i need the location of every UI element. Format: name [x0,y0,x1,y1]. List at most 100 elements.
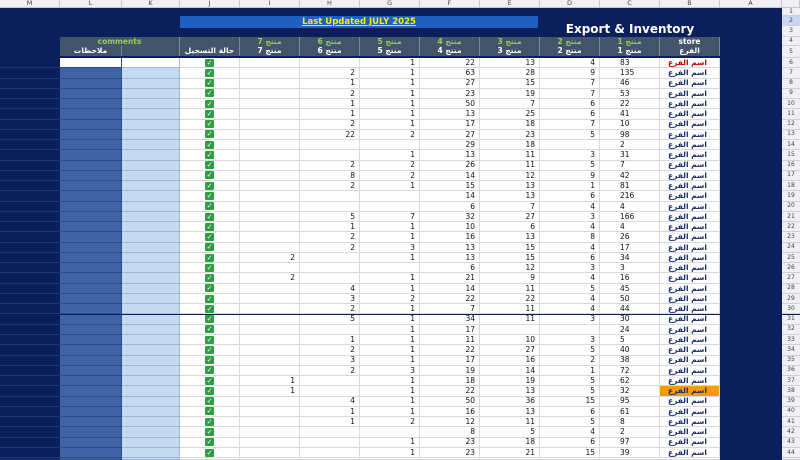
row-number: 29 [782,293,800,305]
cell-value [300,376,360,387]
cell-value: 26 [420,160,480,171]
cell-k [122,78,180,89]
cell-notes [60,68,122,79]
check-icon: ✓ [205,89,214,98]
header-product: منتج 4 [420,46,480,56]
status-check: ✓ [180,263,240,274]
row-number: 3 [782,26,800,37]
cell-store: اسم الفرع [660,88,720,100]
cell-value [300,58,360,69]
cell-value: 23 [480,129,540,141]
cell-k [122,283,180,294]
check-icon: ✓ [205,427,214,436]
cell-value [240,58,300,69]
cell-value: 6 [480,222,540,233]
cell-m [0,88,60,100]
cell-value [240,191,300,202]
check-icon: ✓ [205,438,214,447]
cell-value: 4 [300,283,360,294]
cell-store: اسم الفرع [660,263,720,274]
cell-value: 9 [540,68,600,79]
cell-value [300,191,360,202]
cell-k [122,406,180,418]
row-number: 7 [782,68,800,79]
cell-m [0,273,60,284]
cell-store: اسم الفرع [660,58,720,69]
column-letter: A [720,0,782,8]
cell-notes [60,232,122,243]
cell-value: 17 [420,324,480,335]
cell-value: 14 [480,365,540,377]
cell-value: 8 [600,417,660,428]
cell-value [300,252,360,264]
cell-value [240,201,300,212]
cell-store: اسم الفرع [660,365,720,377]
header-product: منتج 1 [600,37,660,46]
cell-value [240,263,300,274]
check-icon: ✓ [205,171,214,180]
header-product: منتج 5 [360,46,420,56]
status-check: ✓ [180,417,240,428]
cell-value: 5 [540,386,600,397]
cell-value: 5 [300,211,360,223]
column-letter: J [180,0,240,8]
cell-notes [60,129,122,141]
cell-value: 3 [540,263,600,274]
cell-value [480,324,540,335]
cell-k [122,263,180,274]
check-icon: ✓ [205,161,214,170]
cell-notes [60,170,122,182]
cell-value [240,222,300,233]
header-product: منتج 3 [480,37,540,46]
cell-m [0,283,60,294]
cell-value: 72 [600,365,660,377]
cell-k [122,191,180,202]
row-number: 20 [782,201,800,212]
cell-notes [60,273,122,284]
cell-k [122,365,180,377]
cell-store: اسم الفرع [660,293,720,305]
cell-value: 18 [420,376,480,387]
cell-store: اسم الفرع [660,222,720,233]
cell-notes [60,78,122,89]
cell-notes [60,211,122,223]
cell-notes [60,283,122,294]
cell-m [0,304,60,315]
cell-store: اسم الفرع [660,447,720,459]
cell-value: 7 [540,88,600,100]
cell-notes [60,160,122,171]
cell-value: 2 [300,365,360,377]
column-letter: E [480,0,540,8]
cell-notes [60,396,122,407]
cell-value: 8 [300,170,360,182]
cell-value: 17 [420,119,480,130]
cell-k [122,140,180,151]
status-check: ✓ [180,355,240,366]
cell-value: 18 [480,119,540,130]
cell-value [360,427,420,438]
cell-value: 1 [360,406,420,418]
cell-value: 1 [360,181,420,192]
row-number: 19 [782,191,800,202]
check-icon: ✓ [205,407,214,416]
cell-value: 10 [480,335,540,346]
cell-value: 1 [360,324,420,335]
cell-value: 25 [480,109,540,120]
cell-value [360,201,420,212]
cell-value: 2 [240,273,300,284]
cell-m [0,396,60,407]
cell-value: 32 [420,211,480,223]
cell-value: 14 [420,283,480,294]
row-number: 22 [782,222,800,233]
cell-value: 19 [480,88,540,100]
cell-value: 12 [480,170,540,182]
status-check: ✓ [180,335,240,346]
cell-value: 1 [360,232,420,243]
column-letter: G [360,0,420,8]
cell-m [0,119,60,130]
cell-value: 15 [480,252,540,264]
header-branch: الفرع [660,46,720,56]
cell-notes [60,150,122,161]
check-icon: ✓ [205,263,214,272]
check-icon: ✓ [205,274,214,283]
